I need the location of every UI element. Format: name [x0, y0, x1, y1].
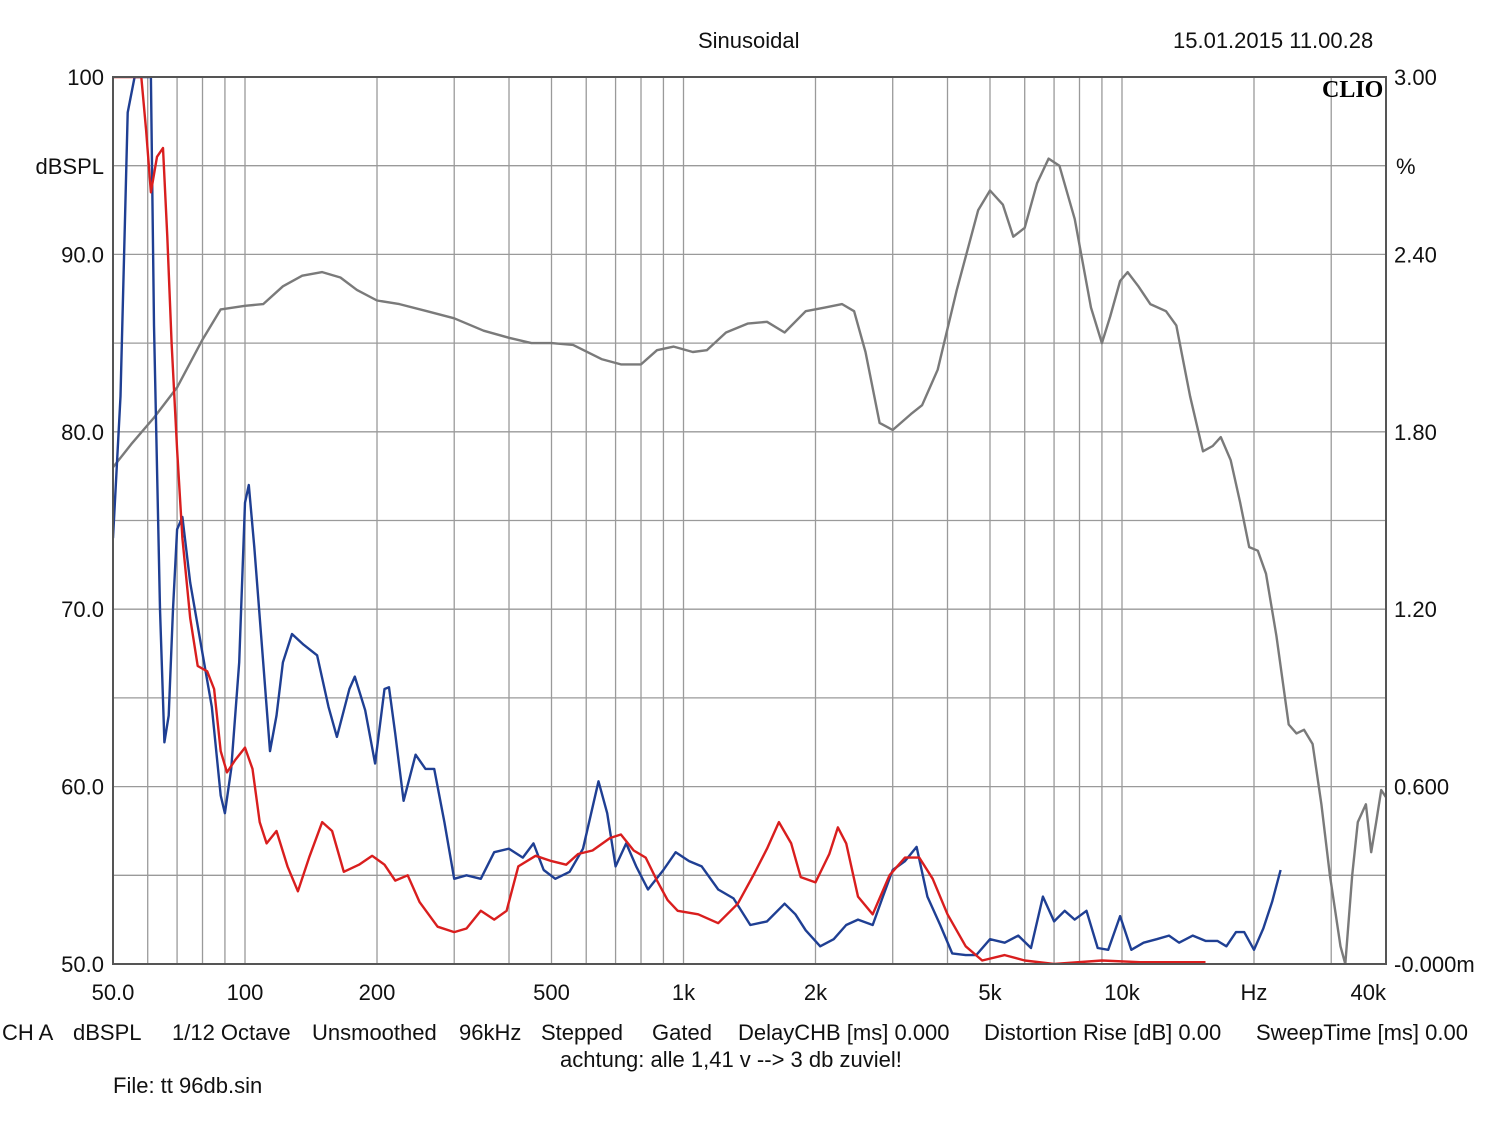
- x-tick-label: 40k: [1351, 980, 1387, 1005]
- right-tick-label: 1.80: [1394, 420, 1437, 445]
- param-smoothing: Unsmoothed: [312, 1020, 437, 1045]
- x-tick-label: 1k: [672, 980, 696, 1005]
- param-samplerate: 96kHz: [459, 1020, 522, 1045]
- series-line-3: [113, 77, 1206, 964]
- left-tick-label: 50.0: [61, 952, 104, 977]
- chart-title: Sinusoidal: [698, 28, 800, 53]
- chart-grid: [113, 77, 1386, 964]
- right-axis-unit: %: [1396, 154, 1416, 179]
- axis-labels: 50.0 60.0 70.0 80.0 90.0 100 -0.000m 0.600 1.20 1…: [36, 65, 1475, 1005]
- param-gated: Gated: [652, 1020, 712, 1045]
- right-tick-label: 3.00: [1394, 65, 1437, 90]
- file-name: File: tt 96db.sin: [113, 1073, 263, 1098]
- right-tick-label: 0.600: [1394, 775, 1449, 800]
- left-axis-unit: dBSPL: [36, 154, 105, 179]
- x-tick-label: 200: [359, 980, 396, 1005]
- param-distortion-rise: Distortion Rise [dB] 0.00: [984, 1020, 1222, 1045]
- x-tick-label: 5k: [978, 980, 1002, 1005]
- param-sweeptime: SweepTime [ms] 0.00: [1256, 1020, 1468, 1045]
- right-tick-label: 2.40: [1394, 242, 1437, 267]
- x-tick-label: 50.0: [92, 980, 135, 1005]
- note: achtung: alle 1,41 v --> 3 db zuviel!: [560, 1047, 902, 1072]
- timestamp: 15.01.2015 11.00.28: [1173, 28, 1374, 53]
- param-unit: dBSPL: [73, 1020, 142, 1045]
- x-tick-label: Hz: [1241, 980, 1268, 1005]
- clio-logo: CLIO: [1322, 77, 1383, 103]
- x-tick-label: 10k: [1104, 980, 1140, 1005]
- left-tick-label: 100: [67, 65, 104, 90]
- left-tick-label: 90.0: [61, 242, 104, 267]
- left-tick-label: 60.0: [61, 775, 104, 800]
- left-tick-label: 80.0: [61, 420, 104, 445]
- x-tick-label: 500: [533, 980, 570, 1005]
- param-channel: CH A: [2, 1020, 54, 1045]
- chart-series: [113, 77, 1386, 964]
- param-delay: DelayCHB [ms] 0.000: [738, 1020, 950, 1045]
- x-tick-label: 100: [227, 980, 264, 1005]
- right-tick-label: -0.000m: [1394, 952, 1475, 977]
- param-stepped: Stepped: [541, 1020, 623, 1045]
- series-line-2: [113, 77, 1282, 957]
- left-tick-label: 70.0: [61, 597, 104, 622]
- x-tick-label: 2k: [804, 980, 828, 1005]
- param-resolution: 1/12 Octave: [172, 1020, 291, 1045]
- right-tick-label: 1.20: [1394, 597, 1437, 622]
- plot-frame: [112, 76, 1387, 965]
- series-line-1: [113, 157, 1386, 964]
